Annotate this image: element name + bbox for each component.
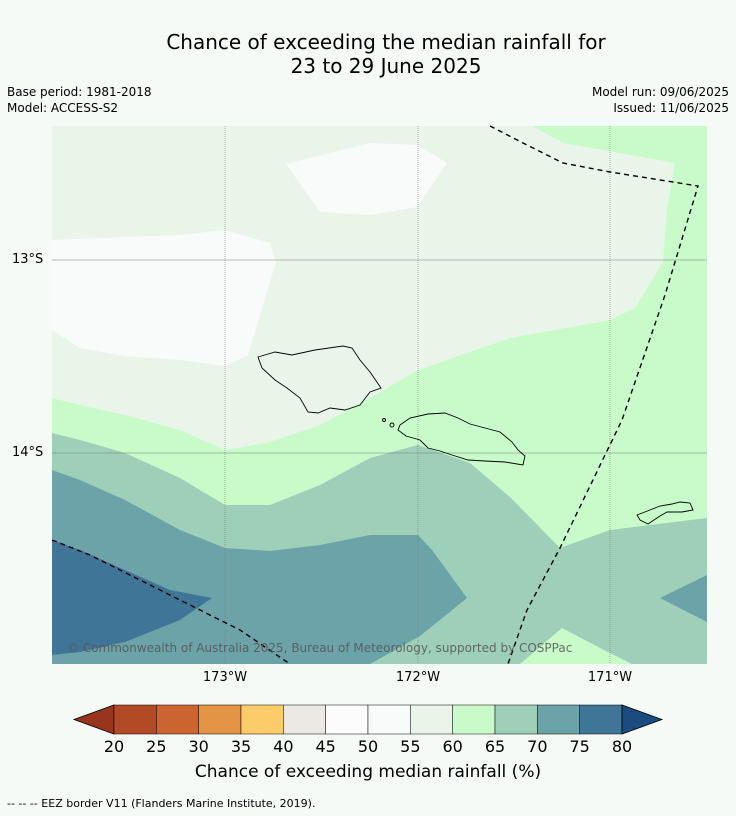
colorbar-tick-label: 50: [357, 737, 379, 756]
eez-border: [51, 125, 699, 665]
colorbar-cell: [156, 704, 199, 735]
title-line-1: Chance of exceeding the median rainfall …: [166, 30, 606, 54]
contour-fills: [52, 126, 707, 664]
lon-label-172w: 172°W: [395, 670, 441, 685]
colorbar-tick-label: 55: [400, 737, 421, 756]
islands: [257, 345, 694, 525]
colorbar-tick-label: 40: [273, 737, 294, 756]
band-70-75-east: [660, 575, 707, 622]
colorbar-tick-label: 60: [442, 737, 463, 756]
colorbar-tick-label: 80: [611, 737, 633, 756]
lat-label-13s: 13°S: [12, 252, 44, 267]
lon-label-173w: 173°W: [202, 670, 248, 685]
island-savaii: [257, 345, 382, 414]
colorbar-under-arrow: [72, 704, 115, 735]
band-55-60: [52, 126, 675, 450]
band-50-55-north: [286, 143, 447, 215]
band-50-55-west: [52, 230, 276, 366]
colorbar-cell: [494, 704, 538, 735]
lat-label-14s: 14°S: [12, 445, 44, 460]
lon-label-171w: 171°W: [587, 670, 633, 685]
colorbar-tick-label: 45: [315, 737, 336, 756]
colorbar-cell: [579, 704, 623, 735]
colorbar-tick-label: 65: [484, 737, 506, 756]
gridlines: [52, 126, 707, 664]
colorbar-tick-label: 20: [103, 737, 125, 756]
island-tutuila: [636, 501, 694, 525]
colorbar-cell: [113, 704, 157, 735]
colorbar-cell: [240, 704, 284, 735]
island-upolu: [397, 412, 526, 466]
base-period: Base period: 1981-2018: [7, 85, 152, 99]
meta-left: Base period: 1981-2018 Model: ACCESS-S2: [7, 84, 152, 116]
colorbar-tick-label: 70: [527, 737, 548, 756]
colorbar-cell: [452, 704, 496, 735]
colorbar-cell: [283, 704, 326, 735]
meta-right: Model run: 09/06/2025 Issued: 11/06/2025: [592, 84, 729, 116]
model-name: Model: ACCESS-S2: [7, 101, 119, 115]
colorbar-tick-label: 35: [230, 737, 252, 756]
colorbar-cell: [410, 704, 453, 735]
chart-title: Chance of exceeding the median rainfall …: [0, 30, 736, 78]
colorbar-cell: [537, 704, 580, 735]
band-60-65-south: [520, 628, 632, 664]
band-75-80: [52, 540, 212, 655]
colorbar-over-arrow: [621, 704, 664, 735]
issued-date: Issued: 11/06/2025: [613, 101, 729, 115]
colorbar-cell: [325, 704, 369, 735]
colorbar-tick-label: 25: [146, 737, 167, 756]
model-run: Model run: 09/06/2025: [591, 85, 729, 99]
colorbar-cell: [367, 704, 411, 735]
colorbar-cells: [72, 704, 664, 735]
colorbar-label: Chance of exceeding median rainfall (%): [194, 762, 542, 782]
colorbar-tick-label: 75: [569, 737, 590, 756]
title-line-2: 23 to 29 June 2025: [290, 54, 482, 78]
copyright-text: © Commonwealth of Australia 2025, Bureau…: [67, 641, 573, 655]
colorbar-cell: [198, 704, 242, 735]
eez-footnote: -- -- -- EEZ border V11 (Flanders Marine…: [7, 797, 316, 810]
colorbar-tick-label: 30: [188, 737, 209, 756]
